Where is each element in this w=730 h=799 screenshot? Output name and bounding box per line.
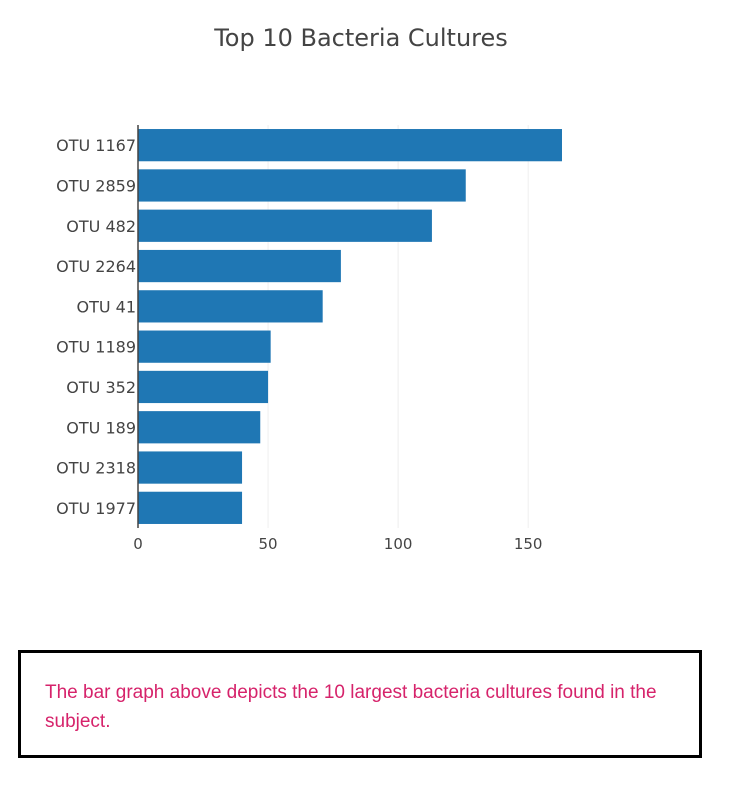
bar	[138, 290, 323, 323]
y-tick-label: OTU 482	[66, 217, 136, 236]
y-tick-label: OTU 1167	[56, 136, 136, 155]
y-tick-label: OTU 2859	[56, 176, 136, 195]
tick-labels: 0 50 100 150 OTU 1167 OTU 2859 OTU 482 OTU 2264…	[56, 136, 542, 553]
bar	[138, 411, 261, 444]
y-tick-label: OTU 189	[66, 418, 136, 437]
description-box: The bar graph above depicts the 10 large…	[18, 650, 702, 758]
bar	[138, 330, 271, 363]
bar	[138, 370, 269, 404]
x-tick-label: 100	[384, 535, 413, 553]
bar	[138, 129, 562, 162]
bars	[138, 129, 562, 524]
bar	[138, 249, 341, 283]
y-tick-label: OTU 1189	[56, 338, 136, 357]
chart-title: Top 10 Bacteria Cultures	[214, 24, 508, 52]
bar	[138, 491, 243, 524]
x-tick-label: 50	[259, 535, 278, 553]
y-tick-label: OTU 2264	[56, 257, 136, 276]
x-tick-label: 150	[514, 535, 543, 553]
y-tick-label: OTU 41	[76, 297, 136, 316]
bar	[138, 451, 243, 484]
y-tick-label: OTU 1977	[56, 499, 136, 518]
y-tick-label: OTU 2318	[56, 459, 136, 478]
x-tick-label: 0	[133, 535, 143, 553]
y-tick-label: OTU 352	[66, 378, 136, 397]
description-text: The bar graph above depicts the 10 large…	[45, 682, 657, 732]
chart-plot: 0 50 100 150 OTU 1167 OTU 2859 OTU 482 OTU 2264…	[56, 125, 562, 553]
bar-chart: Top 10 Bacteria Cultures 0 50 100 150 OTU 11…	[56, 24, 562, 553]
bar	[138, 169, 466, 202]
bar	[138, 209, 432, 242]
